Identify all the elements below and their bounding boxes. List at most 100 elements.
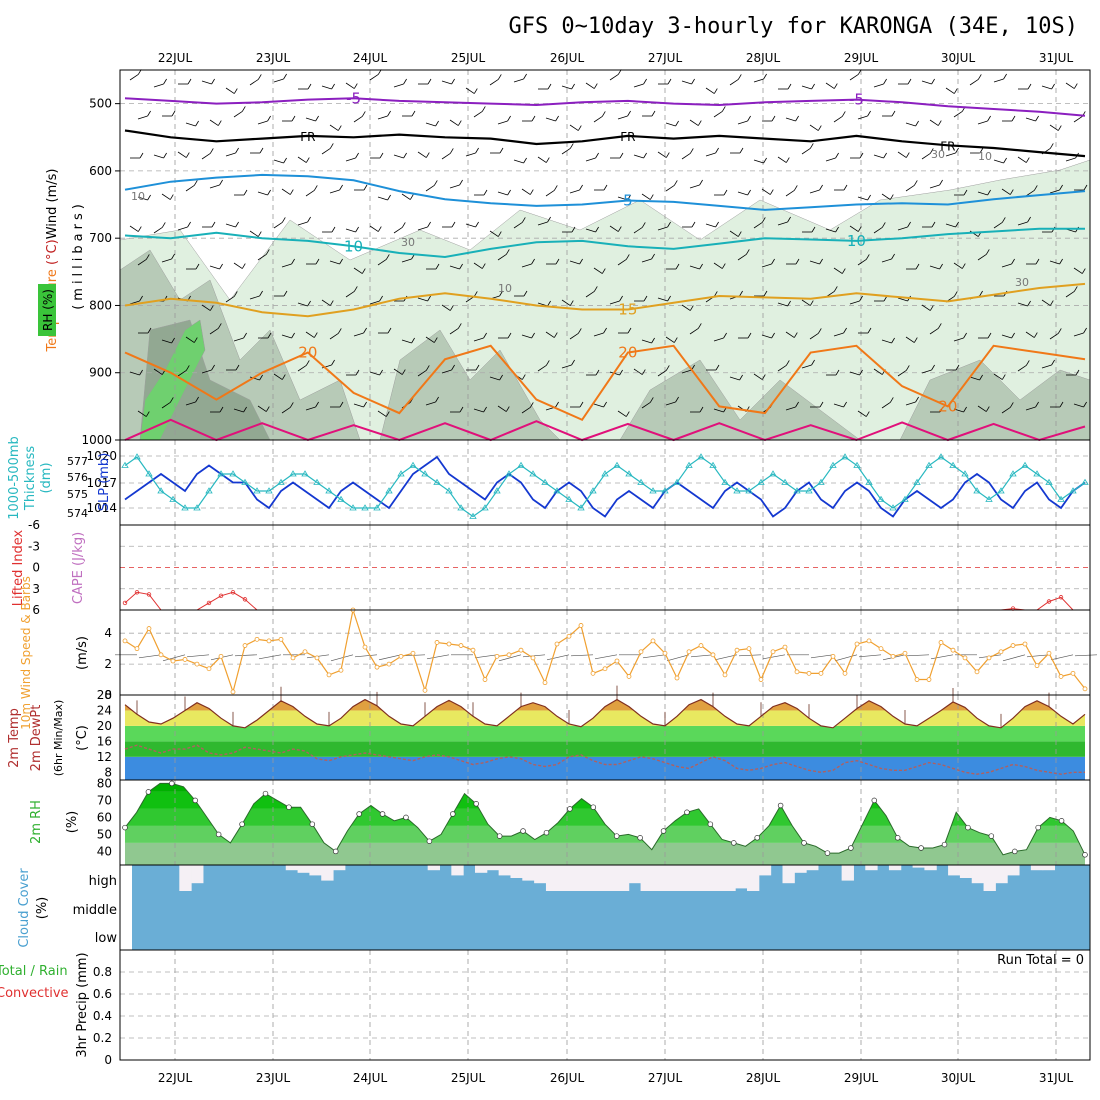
thickness-marker [433,478,441,485]
wind-barb-flag [507,332,512,339]
wind-barb [1041,85,1052,90]
wind-barb [417,297,428,302]
thickness-marker [457,504,465,511]
wind-barb [1026,654,1050,658]
rh-marker [520,828,526,834]
wind-barb [185,336,195,343]
wind-barb-flag [257,231,262,237]
wind-barb-flag [353,83,358,89]
y-tick-label: 800 [89,298,112,312]
wind-marker [374,664,380,670]
wind-barb-flag [307,216,311,223]
wind-barb [473,262,483,269]
top-day-label: 22JUL [158,51,193,65]
wind-marker [602,666,608,672]
wind-barb-flag [689,305,694,311]
cloud-high-bar [605,865,618,891]
wind-barb-flag [433,337,438,343]
thickness-marker [637,478,645,485]
wind-barb-flag [747,332,752,339]
wind-barb-flag [689,148,694,154]
wind-barb-flag [291,332,295,339]
thickness-marker [673,478,681,485]
thickness-marker [1057,495,1065,502]
thickness-marker [217,470,225,477]
wind-barb [185,185,195,192]
wind-barb [465,223,476,228]
wind-marker [362,644,368,650]
wind-barb [849,371,860,376]
rh-marker [707,821,714,827]
wind-barb [930,654,954,660]
wind-barb-flag [569,143,574,149]
rh-marker [941,841,948,848]
wind-barb-flag [593,83,598,89]
wind-barb-flag [819,184,823,191]
lifted-tick-label: 6 [32,603,40,617]
wind-barb [377,259,387,266]
thickness-marker [1045,478,1053,485]
cloud-high-bar [959,865,973,878]
wind-barb-flag [601,268,606,274]
thickness-marker [853,461,861,468]
wind-marker [878,646,884,652]
wind-barb-flag [691,78,695,85]
wind-barb-flag [355,369,360,376]
wind-barb-flag [883,152,887,159]
cloud-high-bar [451,865,464,876]
wind-barb-flag [475,364,480,371]
wind-barb-flag [361,268,366,274]
wind-barb-flag [449,305,454,311]
wind-barb-flag [787,216,791,223]
wind-barb [561,148,571,155]
wind-barb-flag [291,115,296,122]
wind-barb-flag [953,291,958,297]
wind-barb [881,193,891,200]
wind-barb [153,83,164,88]
wind-barb-flag [363,401,367,408]
wind-barb-flag [915,120,919,127]
wind-barb [234,654,258,657]
minmax-ylabel: (6hr Min/Max) [52,700,65,777]
wind-barb-flag [451,78,455,85]
wind-marker [278,636,284,642]
wind-barb [785,190,795,197]
wind-barb [426,654,450,660]
wind-barb [209,184,220,189]
wind-barb [1001,334,1012,339]
wind-barb-flag [283,73,287,80]
wind-barb [689,265,700,270]
temp-tick-label: 8 [104,765,112,779]
rh-marker [145,789,152,795]
wind-barb [905,185,915,192]
wind-barb-flag [553,332,558,338]
wind-barb [945,152,956,157]
wind-barb [977,254,987,261]
wind-barb-flag [915,263,920,270]
cloud-high-bar [616,865,630,891]
wind-barb [809,333,819,340]
wind-barb-flag [169,194,174,200]
wind-barb [641,193,651,200]
wind-barb-flag [259,147,264,154]
thickness-marker [721,478,729,485]
cloud-high-bar [747,865,760,891]
wind-marker [986,655,992,661]
wind-barb-flag [313,185,318,191]
wind-barb-flag [747,115,751,122]
wind-barb [258,654,282,660]
wind-barb-flag [307,83,312,90]
rh-contour-label: 30 [1015,276,1029,289]
wind-barb-flag [355,152,359,159]
wind-barb-flag [147,110,151,117]
wind-barb-flag [771,332,775,339]
thickness-marker [529,470,537,477]
wind-barb-flag [833,286,838,292]
wind-barb-flag [427,221,431,228]
y-tick-label: 700 [89,231,112,245]
wind-barb [369,74,379,81]
wind-marker [206,666,212,672]
wind-barb [474,654,498,659]
wind-barb-flag [217,120,222,126]
